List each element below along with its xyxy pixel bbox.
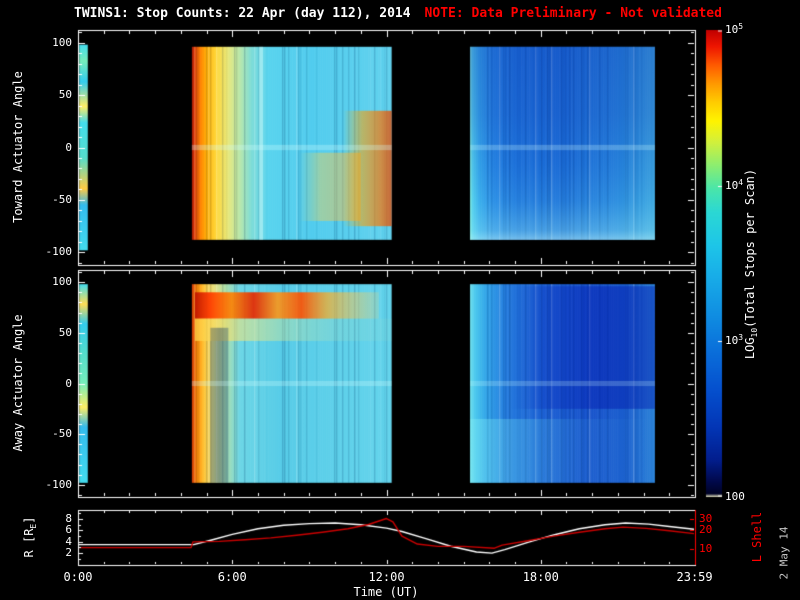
r-axis-label: R [RE] <box>21 516 39 558</box>
r-tick-label: 4 <box>65 534 72 548</box>
away-angle-axis-label: Away Actuator Angle <box>11 314 25 452</box>
lshell-tick-label: 20 <box>699 523 713 537</box>
y-tick-label: -50 <box>52 192 72 206</box>
preliminary-warning-note: NOTE: Data Preliminary - Not validated <box>424 6 722 21</box>
lshell-tick-label: 10 <box>699 542 713 555</box>
toward-angle-axis-label: Toward Actuator Angle <box>11 71 25 223</box>
y-tick-label: 100 <box>52 275 72 289</box>
x-tick-label: 0:00 <box>63 570 93 584</box>
y-tick-label: 50 <box>58 88 72 102</box>
colorbar-axis-label: LOG10(Total Stops per Scan) <box>742 168 760 360</box>
lshell-tick-label: 30 <box>699 511 713 525</box>
x-tick-label: 23:59 <box>676 570 713 584</box>
y-tick-label: -100 <box>45 477 73 491</box>
y-tick-label: -100 <box>45 245 73 259</box>
y-tick-label: 0 <box>65 376 72 390</box>
x-tick-label: 6:00 <box>217 570 247 584</box>
y-tick-label: 50 <box>58 325 72 339</box>
plot-title: TWINS1: Stop Counts: 22 Apr (day 112), 2… <box>74 6 411 21</box>
r-tick-label: 6 <box>65 523 72 537</box>
x-tick-label: 12:00 <box>368 570 405 584</box>
lshell-axis-label: L Shell <box>750 511 764 563</box>
x-tick-label: 18:00 <box>522 570 559 584</box>
colorbar-tick-label: 104 <box>725 177 744 192</box>
y-tick-label: 100 <box>52 35 72 49</box>
r-tick-label: 8 <box>65 512 72 526</box>
y-tick-label: 0 <box>65 140 72 154</box>
colorbar-tick-label: 103 <box>725 333 744 348</box>
colorbar-tick-label: 100 <box>725 490 745 503</box>
colorbar-tick-label: 105 <box>725 22 744 36</box>
time-axis-label: Time (UT) <box>353 585 419 599</box>
title-bar: TWINS1: Stop Counts: 22 Apr (day 112), 2… <box>74 6 722 21</box>
y-tick-label: -50 <box>52 427 72 441</box>
r-tick-label: 2 <box>65 546 72 560</box>
date-stamp: 2 May 14 <box>777 526 791 580</box>
